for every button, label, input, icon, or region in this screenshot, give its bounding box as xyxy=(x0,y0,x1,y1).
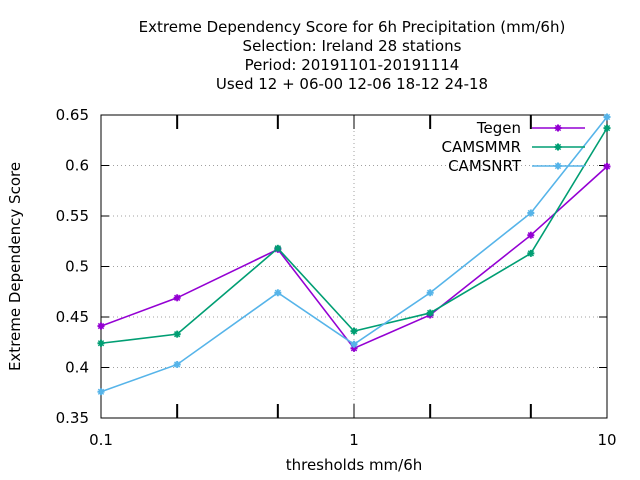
data-point xyxy=(97,322,105,330)
data-point xyxy=(350,327,358,335)
legend-label: Tegen xyxy=(476,119,521,137)
legend-label: CAMSNRT xyxy=(448,157,522,175)
x-tick-label: 1 xyxy=(349,431,359,449)
data-point xyxy=(426,289,434,297)
data-point xyxy=(527,231,535,239)
grid xyxy=(101,115,607,418)
data-point xyxy=(97,388,105,396)
chart-title: Extreme Dependency Score for 6h Precipit… xyxy=(139,18,566,93)
title-line: Selection: Ireland 28 stations xyxy=(243,37,462,55)
legend-item: CAMSMMR xyxy=(441,138,585,156)
data-point xyxy=(554,162,562,170)
x-tick-label: 10 xyxy=(597,431,616,449)
y-tick-label: 0.4 xyxy=(65,359,89,377)
data-point xyxy=(173,294,181,302)
x-axis-label: thresholds mm/6h xyxy=(286,456,423,474)
data-point xyxy=(173,360,181,368)
data-point xyxy=(97,339,105,347)
y-tick-label: 0.6 xyxy=(65,157,89,175)
title-line: Period: 20191101-20191114 xyxy=(245,56,460,74)
title-line: Extreme Dependency Score for 6h Precipit… xyxy=(139,18,566,36)
legend-label: CAMSMMR xyxy=(441,138,521,156)
y-tick-label: 0.5 xyxy=(65,258,89,276)
title-line: Used 12 + 06-00 12-06 18-12 24-18 xyxy=(216,75,488,93)
data-point xyxy=(554,124,562,132)
data-point xyxy=(173,330,181,338)
data-point xyxy=(274,289,282,297)
legend-item: CAMSNRT xyxy=(448,157,585,175)
y-tick-label: 0.55 xyxy=(56,207,89,225)
data-point xyxy=(603,163,611,171)
y-axis-label: Extreme Dependency Score xyxy=(6,162,24,371)
data-point xyxy=(603,113,611,121)
legend-item: Tegen xyxy=(476,119,585,137)
series-camsmmr xyxy=(97,124,611,347)
y-tick-label: 0.45 xyxy=(56,308,89,326)
data-point xyxy=(554,143,562,151)
series-camsnrt xyxy=(97,113,611,396)
data-point xyxy=(274,244,282,252)
x-tick-label: 0.1 xyxy=(89,431,113,449)
data-point xyxy=(603,124,611,132)
y-tick-label: 0.35 xyxy=(56,409,89,427)
data-point xyxy=(426,309,434,317)
y-tick-label: 0.65 xyxy=(56,106,89,124)
axis-ticks: 0.35 0.4 0.45 0.5 0.55 0.6 0.65 0.1 1 10 xyxy=(56,106,617,449)
data-point xyxy=(527,249,535,257)
data-point xyxy=(350,340,358,348)
data-point xyxy=(527,209,535,217)
series xyxy=(97,113,611,396)
series-line xyxy=(100,165,608,350)
